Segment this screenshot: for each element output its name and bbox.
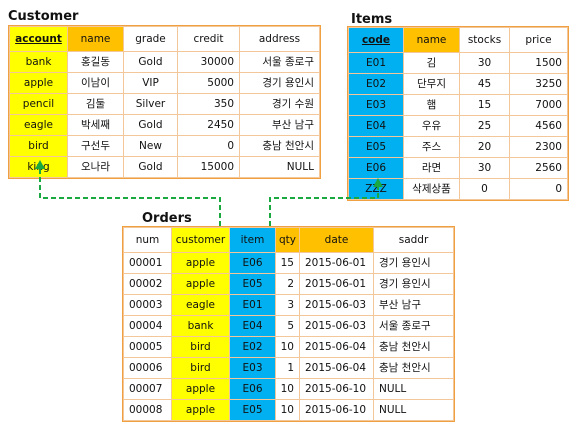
orders-cell-item: E06 — [229, 378, 276, 400]
orders-cell-date: 2015-06-03 — [299, 315, 374, 337]
orders-cell-saddr: 충남 천안시 — [373, 357, 454, 379]
items-row: E06 라면 30 2560 — [348, 157, 568, 179]
customer-header-address: address — [239, 26, 320, 52]
orders-cell-num: 00004 — [123, 315, 172, 337]
customer-cell-account: bank — [9, 51, 68, 73]
items-cell-price: 2300 — [509, 136, 568, 158]
customer-cell-name: 박세째 — [67, 114, 124, 136]
orders-row: 00002 apple E05 2 2015-06-01 경기 용인시 — [123, 273, 454, 295]
customer-cell-address: 경기 수원 — [239, 93, 320, 115]
customer-row: bank 홍길동 Gold 30000 서울 종로구 — [9, 51, 320, 73]
orders-items-link — [269, 186, 379, 226]
items-cell-code: E01 — [348, 52, 404, 74]
customer-cell-credit: 15000 — [177, 156, 240, 178]
items-cell-name: 단무지 — [403, 73, 460, 95]
orders-cell-date: 2015-06-04 — [299, 336, 374, 358]
orders-cell-qty: 10 — [275, 336, 300, 358]
orders-row: 00007 apple E06 10 2015-06-10 NULL — [123, 378, 454, 400]
orders-header-num: num — [123, 227, 172, 253]
items-link-arrowhead — [373, 178, 383, 187]
items-cell-stocks: 30 — [459, 52, 510, 74]
orders-row: 00001 apple E06 15 2015-06-01 경기 용인시 — [123, 252, 454, 274]
customer-header-credit: credit — [177, 26, 240, 52]
orders-row: 00003 eagle E01 3 2015-06-03 부산 남구 — [123, 294, 454, 316]
items-table: code name stocks price E01 김 30 1500 E02 단무지 4… — [347, 26, 569, 201]
orders-header-qty: qty — [275, 227, 300, 253]
customer-cell-grade: Gold — [123, 51, 178, 73]
customer-cell-address: 부산 남구 — [239, 114, 320, 136]
orders-row: 00006 bird E03 1 2015-06-04 충남 천안시 — [123, 357, 454, 379]
items-cell-name: 삭제상품 — [403, 178, 460, 200]
customer-cell-address: 서울 종로구 — [239, 51, 320, 73]
customer-header-grade: grade — [123, 26, 178, 52]
orders-cell-item: E03 — [229, 357, 276, 379]
orders-cell-customer: eagle — [171, 294, 230, 316]
customer-cell-grade: Gold — [123, 114, 178, 136]
orders-header-row: num customer item qty date saddr — [123, 227, 454, 253]
customer-header-row: account name grade credit address — [9, 26, 320, 52]
orders-header-saddr: saddr — [373, 227, 454, 253]
orders-cell-item: E01 — [229, 294, 276, 316]
customer-cell-account: apple — [9, 72, 68, 94]
items-cell-price: 3250 — [509, 73, 568, 95]
items-row: E01 김 30 1500 — [348, 52, 568, 74]
items-cell-name: 라면 — [403, 157, 460, 179]
customer-row: apple 이남이 VIP 5000 경기 용인시 — [9, 72, 320, 94]
customer-cell-name: 오나라 — [67, 156, 124, 178]
items-cell-price: 0 — [509, 178, 568, 200]
orders-table: num customer item qty date saddr 00001 ap… — [122, 226, 455, 422]
items-row: E02 단무지 45 3250 — [348, 73, 568, 95]
customer-row: eagle 박세째 Gold 2450 부산 남구 — [9, 114, 320, 136]
orders-cell-customer: apple — [171, 252, 230, 274]
orders-cell-date: 2015-06-01 — [299, 252, 374, 274]
items-cell-name: 주스 — [403, 136, 460, 158]
customer-row: pencil 김둘 Silver 350 경기 수원 — [9, 93, 320, 115]
orders-cell-customer: bird — [171, 357, 230, 379]
orders-customer-link — [39, 168, 221, 226]
orders-row: 00004 bank E04 5 2015-06-03 서울 종로구 — [123, 315, 454, 337]
items-cell-stocks: 15 — [459, 94, 510, 116]
items-row: E04 우유 25 4560 — [348, 115, 568, 137]
orders-cell-customer: bank — [171, 315, 230, 337]
customer-cell-grade: Gold — [123, 156, 178, 178]
orders-table-title: Orders — [142, 211, 192, 226]
items-table-title: Items — [351, 12, 393, 27]
items-cell-code: E06 — [348, 157, 404, 179]
items-header-row: code name stocks price — [348, 27, 568, 53]
orders-cell-saddr: 경기 용인시 — [373, 252, 454, 274]
orders-cell-saddr: 충남 천안시 — [373, 336, 454, 358]
orders-cell-date: 2015-06-04 — [299, 357, 374, 379]
orders-cell-item: E04 — [229, 315, 276, 337]
customer-cell-address: 경기 용인시 — [239, 72, 320, 94]
orders-cell-qty: 15 — [275, 252, 300, 274]
items-row: E05 주스 20 2300 — [348, 136, 568, 158]
items-row: E03 햄 15 7000 — [348, 94, 568, 116]
orders-header-date: date — [299, 227, 374, 253]
orders-header-item: item — [229, 227, 276, 253]
items-row: ZZZ 삭제상품 0 0 — [348, 178, 568, 200]
customer-link-arrowhead — [35, 160, 45, 169]
items-cell-name: 우유 — [403, 115, 460, 137]
customer-table: account name grade credit address bank 홍길… — [8, 25, 321, 179]
customer-table-title: Customer — [8, 9, 79, 24]
items-cell-code: E05 — [348, 136, 404, 158]
customer-cell-grade: New — [123, 135, 178, 157]
items-header-code: code — [348, 27, 404, 53]
orders-cell-customer: apple — [171, 378, 230, 400]
orders-cell-num: 00002 — [123, 273, 172, 295]
customer-header-account: account — [9, 26, 68, 52]
items-header-name: name — [403, 27, 460, 53]
orders-cell-saddr: 서울 종로구 — [373, 315, 454, 337]
items-cell-stocks: 0 — [459, 178, 510, 200]
customer-cell-name: 이남이 — [67, 72, 124, 94]
orders-cell-saddr: NULL — [373, 378, 454, 400]
relationship-links — [35, 160, 383, 226]
customer-cell-address: NULL — [239, 156, 320, 178]
items-cell-price: 2560 — [509, 157, 568, 179]
